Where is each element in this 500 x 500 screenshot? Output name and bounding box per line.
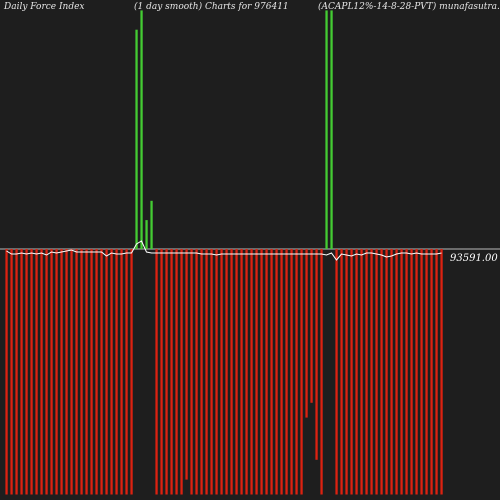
force-bar xyxy=(65,249,68,495)
force-bar xyxy=(295,249,298,495)
force-bar xyxy=(210,249,213,495)
force-bar xyxy=(225,249,228,495)
force-bar xyxy=(440,249,443,495)
force-bar xyxy=(105,249,108,495)
baseline-value-label: 93591.00 xyxy=(450,253,498,264)
force-bar xyxy=(265,249,268,495)
force-bar xyxy=(170,249,173,495)
force-bar xyxy=(410,249,413,495)
force-bar xyxy=(375,249,378,495)
force-bar xyxy=(60,249,63,495)
force-bar xyxy=(240,249,243,495)
force-bar xyxy=(365,249,368,495)
force-bar xyxy=(435,249,438,495)
force-bar xyxy=(70,249,73,495)
force-bar xyxy=(85,249,88,495)
chart-title-middle: (1 day smooth) Charts for 976411 xyxy=(134,2,289,12)
force-bar xyxy=(50,249,53,495)
force-bar xyxy=(15,249,18,495)
force-bar xyxy=(205,249,208,495)
force-bar xyxy=(405,249,408,495)
force-bar xyxy=(55,249,58,495)
force-bar xyxy=(285,249,288,495)
force-bar xyxy=(260,249,263,495)
force-bar xyxy=(35,249,38,495)
force-bar xyxy=(300,249,303,495)
force-bar xyxy=(355,249,358,495)
force-bar xyxy=(290,249,293,495)
force-bar xyxy=(390,249,393,495)
chart-title-right: (ACAPL12%-14-8-28-PVT) munafasutra.in xyxy=(318,2,500,12)
force-bar xyxy=(250,249,253,495)
force-bar xyxy=(310,249,313,403)
force-bar xyxy=(175,249,178,495)
force-bar xyxy=(140,10,143,250)
force-bar xyxy=(430,249,433,495)
force-bar xyxy=(235,249,238,495)
force-bar xyxy=(180,249,183,495)
force-bar xyxy=(350,249,353,495)
force-bar xyxy=(80,249,83,495)
force-bar xyxy=(125,249,128,495)
force-bar xyxy=(255,249,258,495)
force-bar xyxy=(45,249,48,495)
force-bar xyxy=(395,249,398,495)
force-bar xyxy=(95,249,98,495)
force-bar xyxy=(190,249,193,495)
force-bar xyxy=(385,249,388,495)
force-bar xyxy=(185,249,188,480)
force-bar xyxy=(425,249,428,495)
force-bar xyxy=(420,249,423,495)
force-bar xyxy=(25,249,28,495)
force-bar xyxy=(10,249,13,495)
force-bar xyxy=(40,249,43,495)
force-bar xyxy=(280,249,283,495)
force-bar xyxy=(360,249,363,495)
force-bar xyxy=(220,249,223,495)
force-bar xyxy=(75,249,78,495)
force-bar xyxy=(335,249,338,495)
force-bar xyxy=(130,249,133,495)
force-bar xyxy=(100,249,103,495)
force-bar xyxy=(195,249,198,495)
force-bar xyxy=(400,249,403,495)
force-bar xyxy=(165,249,168,495)
force-bar xyxy=(90,249,93,495)
bar-series xyxy=(5,10,443,495)
force-bar xyxy=(275,249,278,495)
force-bar xyxy=(115,249,118,495)
force-bar xyxy=(245,249,248,495)
force-bar xyxy=(150,200,153,249)
force-bar xyxy=(325,10,328,250)
force-bar xyxy=(230,249,233,495)
force-bar xyxy=(320,249,323,495)
force-bar xyxy=(120,249,123,495)
force-bar xyxy=(380,249,383,495)
force-bar xyxy=(160,249,163,495)
force-bar xyxy=(270,249,273,495)
force-bar xyxy=(415,249,418,495)
force-bar xyxy=(145,220,148,249)
force-bar xyxy=(315,249,318,460)
force-bar xyxy=(155,249,158,495)
force-bar xyxy=(345,249,348,495)
force-bar xyxy=(200,249,203,495)
force-bar xyxy=(340,249,343,495)
force-bar xyxy=(110,249,113,495)
force-bar xyxy=(135,29,138,250)
force-bar xyxy=(370,249,373,495)
force-bar xyxy=(30,249,33,495)
force-bar xyxy=(5,249,8,495)
smooth-line xyxy=(6,240,442,261)
force-bar xyxy=(20,249,23,495)
chart-title-left: Daily Force Index xyxy=(4,2,85,12)
force-bar xyxy=(215,249,218,495)
force-bar xyxy=(330,10,333,250)
force-bar xyxy=(305,249,308,418)
